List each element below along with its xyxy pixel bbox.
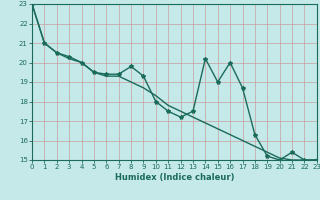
X-axis label: Humidex (Indice chaleur): Humidex (Indice chaleur) (115, 173, 234, 182)
